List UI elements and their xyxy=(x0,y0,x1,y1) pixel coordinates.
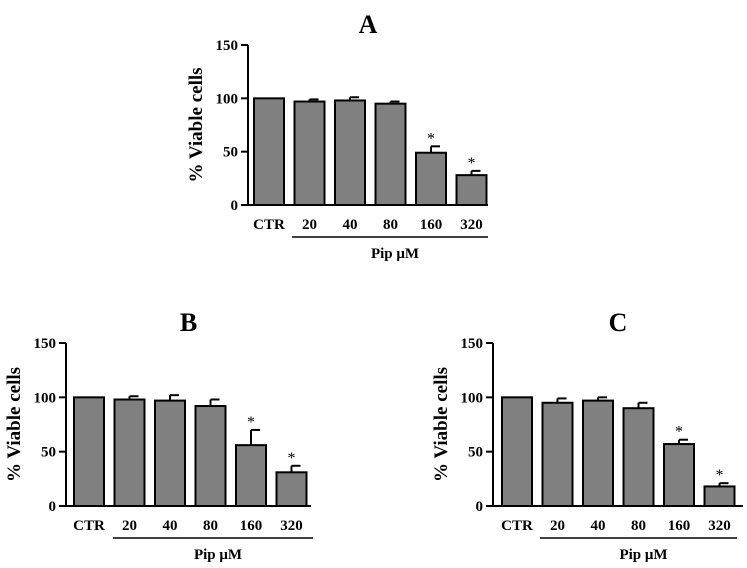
y-tick-label: 100 xyxy=(461,390,484,406)
bar-40 xyxy=(582,399,614,507)
y-tick-label: 0 xyxy=(476,499,484,515)
x-tick-label: 40 xyxy=(163,518,178,534)
chart-panel-b: B 0 50 100 150 % Viable cells CTR 20 40 80 * 160 * 32… xyxy=(4,308,313,563)
bar-80 xyxy=(194,405,227,508)
y-axis-label: % Viable cells xyxy=(4,367,25,482)
y-axis-label: % Viable cells xyxy=(186,67,207,182)
y-tick-label: 0 xyxy=(49,499,57,515)
x-tick-label: CTR xyxy=(501,518,533,534)
bar-40 xyxy=(334,99,366,206)
x-tick-label: 20 xyxy=(302,217,317,233)
x-tick-label: 40 xyxy=(591,518,606,534)
bar-160 xyxy=(235,444,267,507)
bar-160 xyxy=(663,443,695,507)
bar-CTR xyxy=(73,396,105,508)
bar-80 xyxy=(374,102,407,206)
bar-20 xyxy=(293,100,326,206)
panel-letter: B xyxy=(180,308,197,337)
x-tick-label: 20 xyxy=(122,518,137,534)
y-tick-label: 0 xyxy=(231,198,239,214)
chart-panel-a: A 0 50 100 150 % Viable cells CTR 20 40 80 * 160 * 32… xyxy=(186,10,488,262)
x-tick-label: 320 xyxy=(460,217,483,233)
bar-160 xyxy=(415,151,447,207)
x-tick-label: 80 xyxy=(631,518,646,534)
y-tick-label: 50 xyxy=(223,145,238,161)
significance-marker: * xyxy=(427,130,435,147)
y-axis-label: % Viable cells xyxy=(431,367,452,482)
y-tick-label: 100 xyxy=(34,390,57,406)
x-tick-label: 80 xyxy=(203,518,218,534)
y-tick-label: 150 xyxy=(216,38,239,54)
x-axis-label: Pip μM xyxy=(194,547,242,563)
y-tick-label: 50 xyxy=(41,445,56,461)
bar-20 xyxy=(113,398,146,507)
x-tick-label: CTR xyxy=(253,217,285,233)
x-tick-label: 160 xyxy=(420,217,443,233)
bar-320 xyxy=(275,471,308,507)
chart-panel-c: C 0 50 100 150 % Viable cells CTR 20 40 80 * 160 * 32… xyxy=(431,308,743,563)
x-tick-label: 320 xyxy=(708,518,731,534)
x-tick-label: 160 xyxy=(240,518,263,534)
panel-letter: A xyxy=(359,10,378,39)
y-tick-label: 100 xyxy=(216,91,239,107)
x-tick-label: 40 xyxy=(343,217,358,233)
bar-CTR xyxy=(501,396,533,508)
bar-20 xyxy=(541,401,574,507)
y-tick-label: 50 xyxy=(468,445,483,461)
x-tick-label: 160 xyxy=(668,518,691,534)
bar-80 xyxy=(622,407,655,508)
x-tick-label: 20 xyxy=(550,518,565,534)
y-tick-label: 150 xyxy=(34,336,57,352)
y-tick-label: 150 xyxy=(461,336,484,352)
x-tick-label: CTR xyxy=(73,518,105,534)
significance-marker: * xyxy=(247,414,255,431)
panel-letter: C xyxy=(609,308,628,337)
significance-marker: * xyxy=(288,450,296,467)
significance-marker: * xyxy=(468,155,476,172)
x-axis-label: Pip μM xyxy=(619,547,667,563)
bar-CTR xyxy=(253,97,285,206)
x-tick-label: 80 xyxy=(383,217,398,233)
bar-320 xyxy=(703,485,736,508)
x-axis-label: Pip μM xyxy=(371,246,419,262)
significance-marker: * xyxy=(716,467,724,484)
x-tick-label: 320 xyxy=(280,518,303,534)
significance-marker: * xyxy=(675,424,683,441)
bar-40 xyxy=(154,399,186,507)
bar-320 xyxy=(455,174,488,206)
